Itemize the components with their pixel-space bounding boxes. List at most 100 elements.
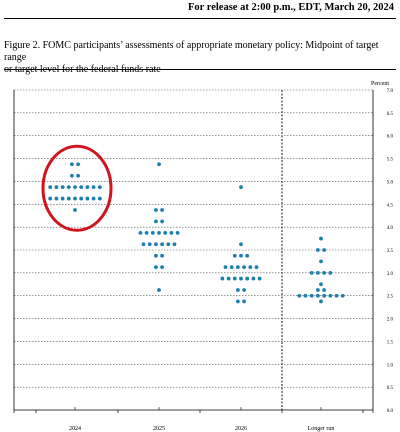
participant-dot — [91, 185, 96, 190]
participant-dot — [144, 230, 149, 235]
participant-dot — [70, 173, 74, 178]
participant-dot — [160, 242, 165, 247]
participant-dot — [73, 208, 77, 212]
participant-dot — [239, 253, 243, 258]
participant-dot — [316, 288, 320, 292]
participant-dot — [160, 219, 165, 224]
x-category-label: 2025 — [153, 426, 165, 432]
participant-dot — [76, 173, 80, 178]
participant-dot — [48, 196, 53, 201]
participant-dot — [157, 162, 161, 167]
participant-dot — [309, 270, 314, 275]
participant-dot — [309, 293, 314, 298]
y-tick-label: 2.5 — [387, 295, 394, 300]
participant-dot — [223, 265, 228, 270]
participant-dot — [150, 230, 155, 235]
participant-dot — [239, 276, 243, 281]
participant-dot — [236, 299, 240, 304]
participant-dot — [334, 293, 339, 298]
participant-dot — [141, 242, 146, 247]
participant-dot — [154, 242, 158, 247]
y-tick-label: 4.5 — [387, 203, 394, 208]
participant-dot — [54, 196, 59, 201]
participant-dot — [154, 219, 158, 224]
participant-dot — [328, 270, 333, 275]
x-category-label: Longer run — [308, 426, 335, 432]
x-category-label: 2024 — [69, 426, 81, 432]
participant-dot — [138, 230, 143, 235]
participant-dot — [242, 299, 247, 304]
y-tick-label: 5.0 — [387, 180, 394, 185]
participant-dot — [163, 230, 168, 235]
participant-dot — [172, 242, 177, 247]
participant-dot — [147, 242, 152, 247]
participant-dot — [48, 185, 53, 190]
highlight-ellipse — [41, 144, 113, 232]
header-rule — [4, 18, 396, 19]
title-rule — [4, 69, 396, 70]
participant-dot — [154, 253, 158, 258]
participant-dot — [316, 293, 320, 298]
y-tick-label: 4.0 — [387, 226, 394, 231]
participant-dot — [297, 293, 302, 298]
participant-dot — [239, 242, 243, 247]
participant-dot — [236, 288, 240, 292]
participant-dot — [157, 230, 161, 235]
y-tick-label: 6.5 — [387, 112, 394, 117]
participant-dot — [232, 276, 237, 281]
participant-dot — [66, 196, 71, 201]
participant-dot — [73, 185, 77, 190]
y-tick-label: 6.0 — [387, 135, 394, 140]
release-line: For release at 2:00 p.m., EDT, March 20,… — [188, 2, 394, 13]
participant-dot — [60, 185, 65, 190]
y-tick-label: 0.5 — [387, 386, 394, 391]
participant-dot — [248, 265, 253, 270]
y-tick-label: 3.5 — [387, 249, 394, 254]
participant-dot — [322, 293, 326, 298]
participant-dot — [242, 265, 247, 270]
participant-dot — [236, 265, 240, 270]
participant-dot — [319, 299, 323, 304]
y-tick-label: 7.0 — [387, 89, 394, 94]
participant-dot — [160, 265, 165, 270]
participant-dot — [157, 288, 161, 292]
participant-dot — [160, 253, 165, 258]
figure-title-line-1: Figure 2. FOMC participants’ assessments… — [4, 40, 379, 63]
participant-dot — [316, 248, 320, 252]
participant-dot — [70, 162, 74, 167]
participant-dot — [340, 293, 345, 298]
participant-dot — [85, 196, 90, 201]
participant-dot — [322, 288, 326, 292]
participant-dot — [91, 196, 96, 201]
participant-dot — [245, 276, 250, 281]
y-tick-label: 0.0 — [387, 409, 394, 414]
participant-dot — [175, 230, 180, 235]
participant-dot — [226, 276, 231, 281]
y-tick-label: 1.5 — [387, 340, 394, 345]
participant-dot — [229, 265, 234, 270]
participant-dot — [160, 208, 165, 212]
participant-dot — [322, 270, 326, 275]
participant-dot — [154, 265, 158, 270]
participant-dot — [319, 259, 323, 264]
participant-dot — [303, 293, 308, 298]
participant-dot — [79, 196, 84, 201]
participant-dot — [79, 185, 84, 190]
participant-dot — [322, 248, 326, 252]
y-tick-label: 3.0 — [387, 272, 394, 277]
x-category-label: 2026 — [235, 426, 247, 432]
participant-dot — [245, 253, 250, 258]
participant-dot — [66, 185, 71, 190]
participant-dot — [220, 276, 225, 281]
participant-dot — [316, 270, 320, 275]
y-tick-label: 2.0 — [387, 318, 394, 323]
participant-dot — [319, 282, 323, 287]
participant-dot — [97, 196, 102, 201]
participant-dot — [54, 185, 59, 190]
participant-dot — [251, 276, 256, 281]
participant-dot — [169, 230, 174, 235]
participant-dot — [242, 288, 247, 292]
participant-dot — [73, 196, 77, 201]
y-tick-label: 1.0 — [387, 363, 394, 368]
